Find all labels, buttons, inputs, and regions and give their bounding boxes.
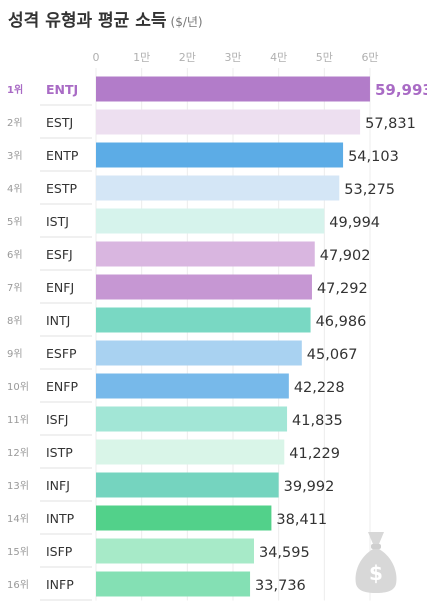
x-tick-label: 4만: [270, 51, 287, 64]
rank-label: 7위: [7, 281, 23, 294]
rank-label: 6위: [7, 248, 23, 261]
rank-label: 3위: [7, 149, 23, 162]
bar: [96, 373, 289, 399]
bar: [96, 340, 302, 366]
rank-label: 14위: [7, 512, 29, 525]
bar: [96, 241, 315, 267]
value-label: 41,229: [289, 446, 340, 462]
rank-label: 2위: [7, 116, 23, 129]
category-label: ESTJ: [46, 115, 73, 130]
category-label: ESFP: [46, 346, 77, 361]
category-label: ENFJ: [46, 280, 74, 295]
chart-unit: ($/년): [170, 15, 203, 29]
value-label: 42,228: [294, 380, 345, 396]
bar: [96, 142, 344, 168]
x-tick-label: 3만: [224, 51, 241, 64]
bar: [96, 571, 251, 597]
category-label: ISTP: [46, 445, 73, 460]
value-label: 41,835: [292, 413, 343, 429]
category-label: INTJ: [46, 313, 70, 328]
bar: [96, 439, 285, 465]
category-label: ESTP: [46, 181, 77, 196]
rank-label: 10위: [7, 380, 29, 393]
rank-label: 12위: [7, 446, 29, 459]
bar: [96, 109, 361, 135]
x-tick-label: 2만: [179, 51, 196, 64]
value-label: 47,292: [317, 281, 368, 297]
bar: [96, 505, 272, 531]
rank-label: 5위: [7, 215, 23, 228]
category-label: INFJ: [46, 478, 70, 493]
category-label: ENFP: [46, 379, 78, 394]
bar: [96, 175, 340, 201]
rank-label: 11위: [7, 413, 29, 426]
x-tick-label: 0: [93, 51, 100, 64]
rank-label: 1위: [7, 83, 23, 96]
chart-title: 성격 유형과 평균 소득 ($/년): [8, 6, 203, 31]
x-tick-label: 5만: [316, 51, 333, 64]
category-label: INFP: [46, 577, 74, 592]
bar: [96, 274, 312, 300]
bar: [96, 76, 370, 102]
value-label: 57,831: [365, 116, 416, 132]
rank-label: 15위: [7, 545, 29, 558]
value-label: 49,994: [329, 215, 380, 231]
bar: [96, 307, 311, 333]
rank-label: 13위: [7, 479, 29, 492]
value-label: 47,902: [320, 248, 371, 264]
rank-label: 4위: [7, 182, 23, 195]
value-label: 39,992: [284, 479, 335, 495]
rank-label: 8위: [7, 314, 23, 327]
x-tick-label: 6만: [361, 51, 378, 64]
category-label: ENTJ: [46, 82, 78, 97]
category-label: ISTJ: [46, 214, 69, 229]
rank-label: 9위: [7, 347, 23, 360]
bar: [96, 406, 288, 432]
chart-title-text: 성격 유형과 평균 소득: [8, 11, 167, 31]
bar: [96, 472, 279, 498]
value-label: 45,067: [307, 347, 358, 363]
category-label: ENTP: [46, 148, 79, 163]
value-label: 54,103: [348, 149, 399, 165]
money-bag-icon: $: [355, 532, 397, 593]
value-label: 38,411: [276, 512, 327, 528]
value-label: 46,986: [316, 314, 367, 330]
bar: [96, 208, 325, 234]
category-label: ISFJ: [46, 412, 69, 427]
value-label: 53,275: [344, 182, 395, 198]
category-label: ESFJ: [46, 247, 73, 262]
category-label: ISFP: [46, 544, 73, 559]
value-label: 34,595: [259, 545, 310, 561]
rank-label: 16위: [7, 578, 29, 591]
value-label: 59,993: [375, 81, 427, 99]
value-label: 33,736: [255, 578, 306, 594]
svg-text:$: $: [369, 561, 383, 585]
x-tick-label: 1만: [133, 51, 150, 64]
bar: [96, 538, 254, 564]
category-label: INTP: [46, 511, 75, 526]
